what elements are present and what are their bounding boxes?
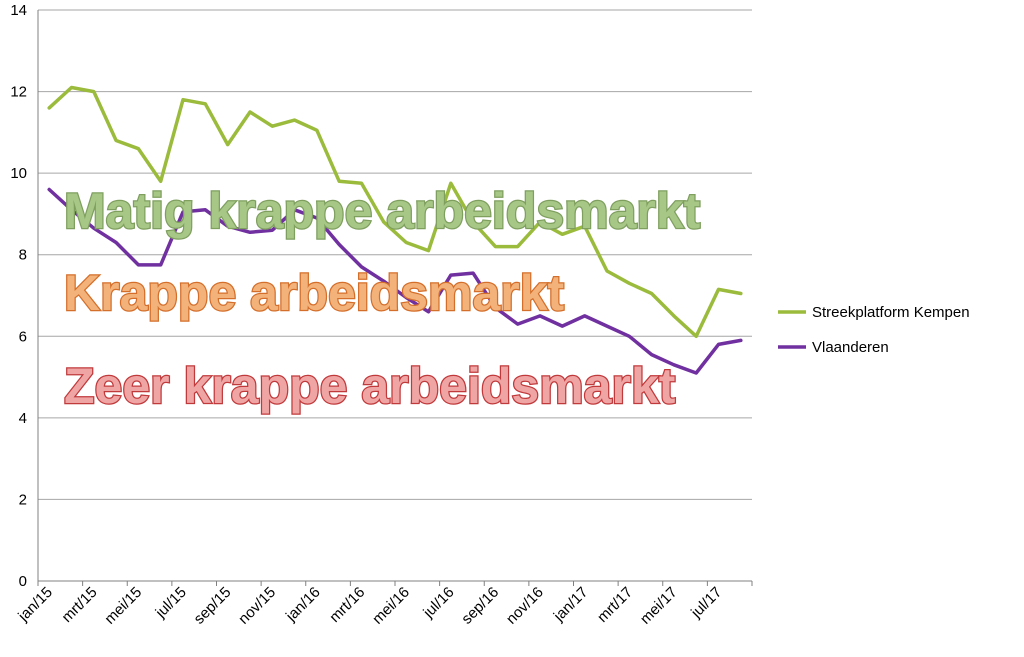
x-tick-label: jan/15: [14, 584, 56, 626]
x-tick-label: mrt/17: [594, 584, 636, 626]
series-line-1: [47, 187, 743, 375]
x-tick-label: sep/15: [191, 584, 235, 628]
x-tick-label: jul/16: [420, 584, 458, 622]
x-tick-label: nov/16: [503, 584, 547, 628]
annotation-matig: Matig krappe arbeidsmarkt: [64, 183, 701, 239]
y-tick-label: 12: [10, 84, 27, 101]
series-line-0: [47, 85, 743, 339]
x-tick-label: nov/15: [235, 584, 279, 628]
legend: Streekplatform Kempen Vlaanderen: [778, 304, 970, 356]
x-tick-label: mrt/15: [59, 584, 101, 626]
x-tick-label: mei/17: [637, 584, 681, 628]
legend-label-1: Vlaanderen: [812, 339, 889, 356]
annotations: Matig krappe arbeidsmarkt Krappe arbeids…: [63, 182, 702, 416]
x-tick-label: jul/15: [152, 584, 190, 622]
x-tick-label: jan/17: [550, 584, 592, 626]
x-tick-label: jan/16: [282, 584, 324, 626]
x-tick-label: mrt/16: [326, 584, 368, 626]
legend-label-0: Streekplatform Kempen: [812, 304, 970, 321]
series-lines: [47, 85, 743, 375]
x-tick-label: sep/16: [458, 584, 502, 628]
y-tick-label: 0: [19, 573, 27, 590]
y-tick-label: 14: [10, 2, 27, 19]
gridlines: [38, 9, 752, 500]
y-tick-label: 2: [19, 491, 27, 508]
y-tick-label: 10: [10, 165, 27, 182]
y-tick-label: 8: [19, 247, 27, 264]
y-tick-label: 6: [19, 328, 27, 345]
x-tick-label: mei/16: [369, 584, 413, 628]
x-tick-label: mei/15: [101, 584, 145, 628]
y-tick-label: 4: [19, 410, 27, 427]
annotation-zeer: Zeer krappe arbeidsmarkt: [64, 358, 676, 414]
x-tick-label: jul/17: [687, 584, 725, 622]
annotation-krappe: Krappe arbeidsmarkt: [64, 265, 565, 321]
